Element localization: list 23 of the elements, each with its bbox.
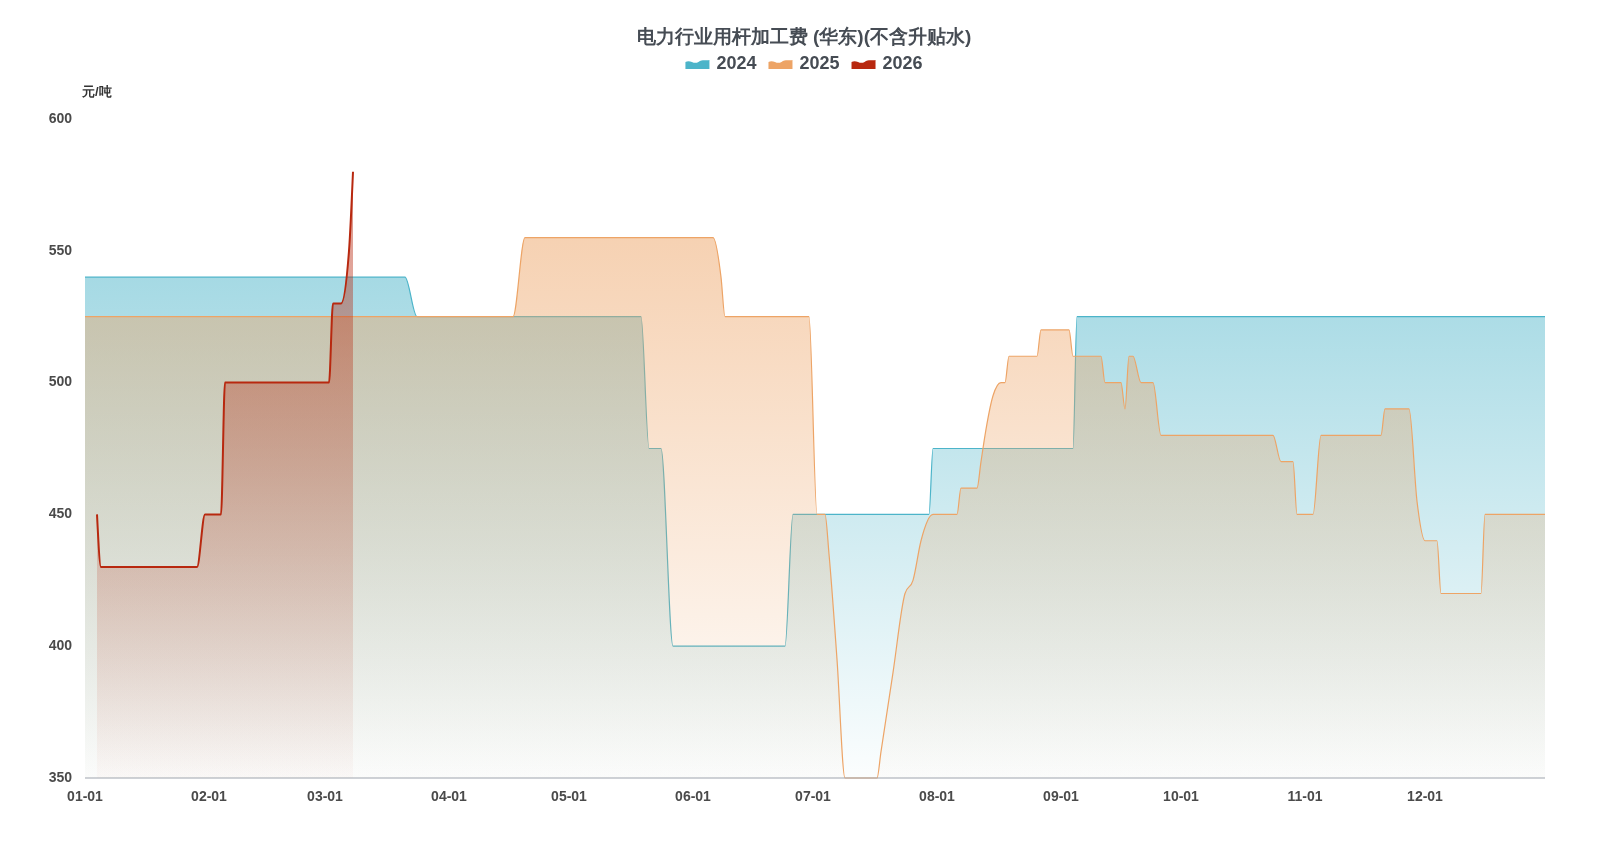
x-tick-label: 01-01	[67, 787, 104, 804]
y-tick-label: 550	[48, 241, 73, 258]
chart-title: 电力行业用杆加工费 (华东)(不含升贴水)	[636, 26, 972, 48]
y-tick-label: 500	[48, 373, 73, 390]
y-tick-label: 600	[48, 109, 73, 126]
x-tick-label: 10-01	[1163, 787, 1200, 804]
x-tick-label: 06-01	[675, 787, 712, 804]
y-tick-label: 450	[48, 505, 73, 522]
x-tick-label: 12-01	[1407, 787, 1444, 804]
x-tick-label: 04-01	[431, 787, 468, 804]
x-tick-label: 11-01	[1287, 787, 1323, 804]
x-tick-label: 02-01	[191, 787, 228, 804]
y-axis-title: 元/吨	[81, 84, 112, 100]
x-tick-label: 05-01	[551, 787, 588, 804]
legend-label: 2026	[882, 52, 923, 73]
legend-label: 2025	[799, 52, 840, 73]
y-tick-label: 400	[48, 636, 73, 653]
legend-label: 2024	[716, 52, 757, 73]
x-tick-label: 09-01	[1043, 787, 1080, 804]
x-tick-label: 08-01	[919, 787, 956, 804]
x-tick-label: 07-01	[795, 787, 832, 804]
x-tick-label: 03-01	[307, 787, 344, 804]
y-tick-label: 350	[48, 768, 73, 785]
